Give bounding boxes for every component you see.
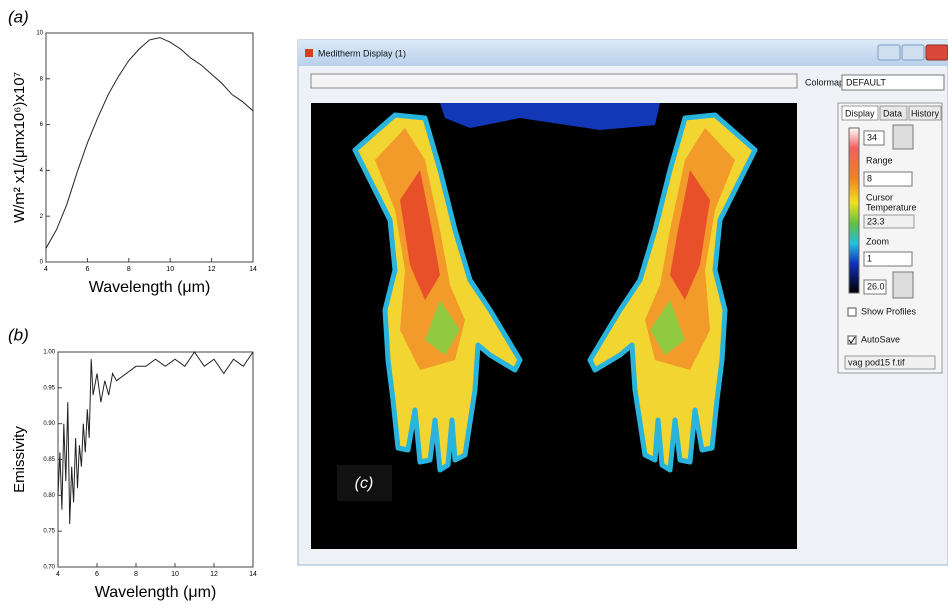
x-tick-label: 4 bbox=[44, 266, 48, 273]
y-tick-label: 10 bbox=[36, 31, 43, 37]
y-axis-label: Emissivity bbox=[11, 426, 28, 493]
checkbox[interactable] bbox=[848, 308, 856, 316]
window-title: Meditherm Display (1) bbox=[318, 48, 406, 58]
x-tick-label: 12 bbox=[210, 571, 218, 578]
y-tick-label: 0.90 bbox=[43, 421, 55, 427]
x-tick-label: 8 bbox=[134, 571, 138, 578]
y-tick-label: 6 bbox=[40, 122, 44, 128]
tab-label: Display bbox=[845, 108, 875, 118]
panel-label: (c) bbox=[355, 475, 374, 492]
zoom-label: Zoom bbox=[866, 236, 889, 246]
up-button[interactable] bbox=[893, 125, 913, 149]
x-tick-label: 8 bbox=[127, 266, 131, 273]
y-tick-label: 0.80 bbox=[43, 493, 55, 499]
x-tick-label: 10 bbox=[166, 266, 174, 273]
tab-label: History bbox=[911, 108, 940, 118]
x-tick-label: 6 bbox=[95, 571, 99, 578]
y-tick-label: 0.70 bbox=[43, 565, 55, 571]
x-axis-label: Wavelength (μm) bbox=[95, 584, 217, 601]
y-tick-label: 0.85 bbox=[43, 457, 55, 463]
x-tick-label: 14 bbox=[249, 266, 257, 273]
zoom-value: 1 bbox=[867, 253, 872, 263]
x-tick-label: 10 bbox=[171, 571, 179, 578]
filename: vag pod15 f.tif bbox=[848, 357, 905, 367]
cursor-value: 23.3 bbox=[867, 216, 885, 226]
plot-frame bbox=[58, 352, 253, 567]
close-button[interactable] bbox=[926, 45, 948, 60]
y-tick-label: 1.00 bbox=[43, 350, 55, 356]
data-line bbox=[58, 352, 253, 524]
range-label: Range bbox=[866, 155, 893, 165]
show-profiles: Show Profiles bbox=[861, 306, 917, 316]
y-tick-label: 0.75 bbox=[43, 529, 55, 535]
x-tick-label: 12 bbox=[208, 266, 216, 273]
app-window: Meditherm Display (1) Colormap DEFAULT (… bbox=[298, 40, 948, 565]
cursor-label: Temperature bbox=[866, 202, 917, 212]
cursor-label: Cursor bbox=[866, 192, 893, 202]
data-line bbox=[46, 38, 253, 249]
figure: Meditherm Display (1) Colormap DEFAULT (… bbox=[0, 0, 948, 608]
y-axis-label: W/m² x1/(μmx10⁶)x10⁷ bbox=[11, 72, 28, 223]
range-value: 8 bbox=[867, 173, 872, 183]
minimize-button[interactable] bbox=[878, 45, 900, 60]
y-tick-label: 4 bbox=[40, 168, 44, 174]
x-axis-label: Wavelength (μm) bbox=[89, 279, 211, 296]
panel-label: (a) bbox=[8, 7, 29, 26]
down-button[interactable] bbox=[893, 272, 913, 298]
min-temp: 26.0 bbox=[867, 281, 885, 291]
plot-frame bbox=[46, 33, 253, 262]
x-tick-label: 14 bbox=[249, 571, 257, 578]
y-tick-label: 0.95 bbox=[43, 385, 55, 391]
colormap-value: DEFAULT bbox=[846, 77, 886, 87]
x-tick-label: 4 bbox=[56, 571, 60, 578]
progress-bar bbox=[311, 74, 797, 88]
maximize-button[interactable] bbox=[902, 45, 924, 60]
tab-label: Data bbox=[883, 108, 902, 118]
x-tick-label: 6 bbox=[85, 266, 89, 273]
color-scale bbox=[849, 128, 859, 293]
y-tick-label: 2 bbox=[40, 214, 44, 220]
y-tick-label: 0 bbox=[40, 260, 44, 266]
panel-label: (b) bbox=[8, 325, 29, 344]
colormap-label: Colormap bbox=[805, 77, 844, 87]
autosave: AutoSave bbox=[861, 334, 900, 344]
y-tick-label: 8 bbox=[40, 76, 44, 82]
max-temp: 34 bbox=[867, 132, 877, 142]
